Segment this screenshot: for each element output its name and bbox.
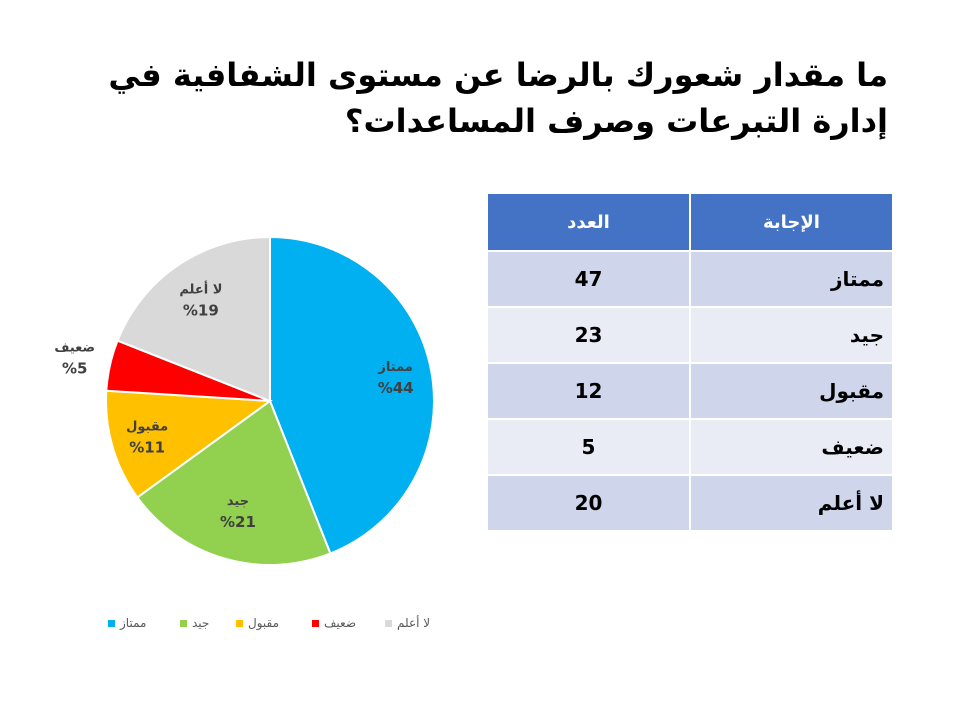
slice-acceptable (105, 389, 273, 499)
data-label-category: مقبول (126, 420, 168, 435)
slice-good (135, 399, 332, 566)
row-count: 23 (486, 306, 691, 364)
row-answer: لا أعلم (689, 474, 894, 532)
table-header-row: الإجابة العدد (486, 192, 894, 252)
legend-label: ضعيف (324, 616, 356, 630)
data-label-percent: %19 (183, 301, 219, 319)
row-answer: ضعيف (689, 418, 894, 476)
legend-swatch (236, 620, 243, 627)
slice-dont-know (116, 235, 271, 403)
results-table: الإجابة العدد ممتاز 47 جيد 23 مقبول 12 ض… (486, 192, 894, 532)
data-label-percent: %11 (129, 439, 165, 457)
slice-excellent (269, 235, 435, 555)
row-count: 47 (486, 250, 691, 308)
data-label-category: جيد (227, 494, 249, 509)
legend-swatch (385, 620, 392, 627)
legend-swatch (180, 620, 187, 627)
row-count: 20 (486, 474, 691, 532)
data-label-category: لا أعلم (179, 280, 222, 297)
pie-svg: ممتاز %44 جيد %21 مقبول %11 ضعيف %5 لا أعلم %19 لا… (54, 235, 435, 631)
legend-label: مقبول (248, 616, 279, 631)
table-row: جيد 23 (486, 306, 894, 364)
row-count: 5 (486, 418, 691, 476)
row-answer: مقبول (689, 362, 894, 420)
data-label-category: ضعيف (54, 340, 95, 355)
data-label-percent: %5 (62, 359, 87, 377)
table-row: مقبول 12 (486, 362, 894, 420)
table-row: لا أعلم 20 (486, 474, 894, 532)
row-count: 12 (486, 362, 691, 420)
header-count: العدد (486, 192, 691, 252)
data-label-category: ممتاز (377, 360, 412, 375)
chart-title: ما مقدار شعورك بالرضا عن مستوى الشفافية … (108, 56, 888, 140)
legend-label: جيد (192, 616, 209, 630)
pie-chart: ممتاز %44 جيد %21 مقبول %11 ضعيف %5 لا أعلم %19 لا… (54, 235, 435, 631)
data-label-percent: %44 (378, 379, 414, 397)
legend-swatch (108, 620, 115, 627)
data-label-percent: %21 (220, 513, 256, 531)
table-row: ممتاز 47 (486, 250, 894, 308)
header-answer: الإجابة (689, 192, 894, 252)
legend-label: ممتاز (119, 616, 146, 631)
table-row: ضعيف 5 (486, 418, 894, 476)
legend-swatch (312, 620, 319, 627)
row-answer: جيد (689, 306, 894, 364)
legend-label: لا أعلم (397, 615, 430, 630)
row-answer: ممتاز (689, 250, 894, 308)
